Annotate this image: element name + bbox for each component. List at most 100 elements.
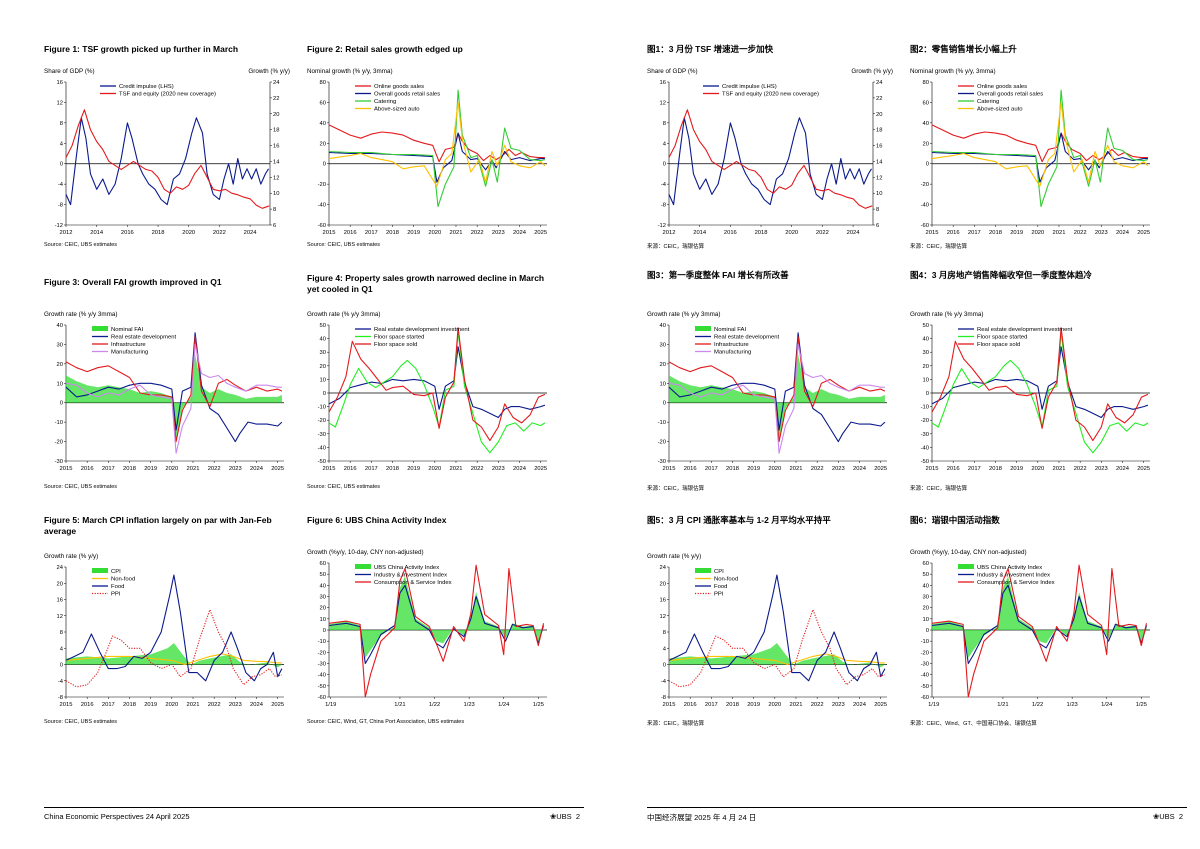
x-tick-label: 2015 xyxy=(663,466,676,472)
y-tick-label: 0 xyxy=(60,663,63,669)
y-tick-label: 0 xyxy=(663,401,666,407)
y-tick-label: 20 xyxy=(320,606,326,612)
figure-source: 来源：CEIC，瑞银估算 xyxy=(910,486,968,492)
chart-tsf-growth: Share of GDP (%) Growth (% y/y) -12 -8 -4 0 4 8… xyxy=(44,68,290,236)
series-real-estate-development xyxy=(668,332,886,443)
series-catering xyxy=(931,89,1149,208)
y-tick-label: 50 xyxy=(923,323,929,329)
x-tick-label: 2017 xyxy=(102,702,115,708)
y-tick-label-right: 22 xyxy=(876,96,882,102)
y-tick-label: -4 xyxy=(58,679,64,685)
x-tick-label: 2015 xyxy=(926,466,939,472)
series-real-estate-development-investment xyxy=(931,346,1149,419)
legend-label: Industry & Investment Index xyxy=(374,573,447,579)
figure-source: 来源：CEIC，瑞银估算 xyxy=(647,486,705,492)
y-tick-label: -50 xyxy=(921,459,929,465)
figure-source: 来源：CEIC，瑞银估算 xyxy=(910,244,968,250)
x-tick-label: 2024 xyxy=(513,466,527,472)
x-tick-label: 2017 xyxy=(365,230,378,236)
y-tick-label-right: 16 xyxy=(876,144,882,150)
y-axis-label: Growth rate (% y/y) xyxy=(44,553,98,560)
figure-title: Figure 3: Overall FAI growth improved in… xyxy=(44,277,222,287)
x-tick-label: 1/24 xyxy=(1101,702,1113,708)
x-tick-label: 2025 xyxy=(1137,466,1150,472)
series-above-sized-auto xyxy=(328,101,546,187)
x-tick-label: 2024 xyxy=(853,466,867,472)
y-tick-label: 40 xyxy=(57,323,63,329)
figure-1: 图1：3 月份 TSF 增速进一步加快 Share of GDP (%) Grow… xyxy=(647,44,895,250)
y-tick-label: 60 xyxy=(923,561,929,567)
legend-label: Overall goods retail sales xyxy=(977,92,1043,98)
series-above-sized-auto xyxy=(931,101,1149,187)
x-tick-label: 2020 xyxy=(1031,466,1044,472)
x-tick-label: 2022 xyxy=(208,702,221,708)
x-tick-label: 2015 xyxy=(323,230,336,236)
series-food xyxy=(65,574,283,682)
y-tick-label: 4 xyxy=(60,646,64,652)
y-tick-label: 40 xyxy=(320,583,326,589)
y-tick-label: -60 xyxy=(318,223,326,229)
x-tick-label: 2018 xyxy=(989,230,1002,236)
y-tick-label: -30 xyxy=(318,662,326,668)
y-axis-label: Share of GDP (%) xyxy=(647,68,698,75)
series-ppi xyxy=(668,609,886,688)
figure-title: 图2：零售销售增长小幅上升 xyxy=(910,44,1017,54)
legend-label: PPI xyxy=(714,592,724,598)
x-tick-label: 2022 xyxy=(208,466,221,472)
legend-label: Industry & Investment Index xyxy=(977,573,1050,579)
chart-property-sales: Growth rate (% y/y 3mma) -50 -40 -30 -20 -10 0… xyxy=(307,311,547,472)
series-floor-space-started xyxy=(931,331,1149,454)
y-axis-label: Growth (%y/y, 10-day, CNY non-adjusted) xyxy=(910,549,1027,556)
x-tick-label: 2012 xyxy=(60,230,73,236)
figure-title: Figure 2: Retail sales growth edged up xyxy=(307,44,463,54)
series-nominal-fai xyxy=(66,354,282,442)
x-tick-label: 2024 xyxy=(847,230,861,236)
legend-swatch-nominal-fai xyxy=(695,326,711,331)
y-tick-label: 40 xyxy=(660,323,666,329)
y-tick-label: 0 xyxy=(323,162,326,168)
x-tick-label: 2020 xyxy=(428,230,441,236)
y-tick-label: 10 xyxy=(923,617,929,623)
series-floor-space-sold xyxy=(931,327,1149,442)
legend-label: Overall goods retail sales xyxy=(374,92,440,98)
y-tick-label: -10 xyxy=(921,639,929,645)
x-tick-label: 2023 xyxy=(229,702,242,708)
figure-2: 图2：零售销售增长小幅上升 Nominal growth (% y/y, 3mm… xyxy=(910,44,1158,250)
legend-label: Online goods sales xyxy=(977,84,1027,90)
y-tick-label: 50 xyxy=(923,572,929,578)
x-tick-label: 2018 xyxy=(989,466,1002,472)
y-tick-label: 16 xyxy=(57,598,63,604)
figure-title: Figure 4: Property sales growth narrowed… xyxy=(307,273,545,294)
series-non-food xyxy=(65,653,282,666)
y-tick-label: 0 xyxy=(60,162,63,168)
y-tick-label: 10 xyxy=(923,377,929,383)
series-nominal-fai xyxy=(669,354,885,442)
y-tick-label: 60 xyxy=(923,100,929,106)
figure-source: Source: CEIC, UBS estimates xyxy=(307,484,381,490)
y-tick-label: 12 xyxy=(660,100,666,106)
x-tick-label: 2016 xyxy=(947,230,960,236)
y-tick-label: 0 xyxy=(926,162,929,168)
y-tick-label: -30 xyxy=(658,459,666,465)
y-tick-label: 8 xyxy=(60,630,63,636)
x-tick-label: 2020 xyxy=(165,466,178,472)
y-axis-label: Growth rate (% y/y 3mma) xyxy=(44,311,117,318)
y-tick-label: 24 xyxy=(57,565,64,571)
x-tick-label: 2024 xyxy=(250,702,264,708)
x-tick-label: 2019 xyxy=(144,466,157,472)
x-tick-label: 2015 xyxy=(60,702,73,708)
x-tick-label: 2015 xyxy=(60,466,73,472)
y-tick-label: 30 xyxy=(923,595,929,601)
figure-5: Figure 5: March CPI inflation largely on… xyxy=(44,515,292,725)
x-tick-label: 2016 xyxy=(684,466,697,472)
legend-label: Online goods sales xyxy=(374,84,424,90)
y-tick-label: -40 xyxy=(921,445,929,451)
x-tick-label: 2018 xyxy=(726,466,739,472)
figure-3: Figure 3: Overall FAI growth improved in… xyxy=(44,277,292,490)
figure-title: 图5：3 月 CPI 通胀率基本与 1-2 月平均水平持平 xyxy=(647,515,831,525)
y-tick-label-right: 6 xyxy=(273,223,276,229)
legend-label: Real estate development investment xyxy=(374,327,470,333)
figure-source: Source: CEIC, UBS estimates xyxy=(44,484,118,490)
x-tick-label: 2021 xyxy=(1053,466,1066,472)
